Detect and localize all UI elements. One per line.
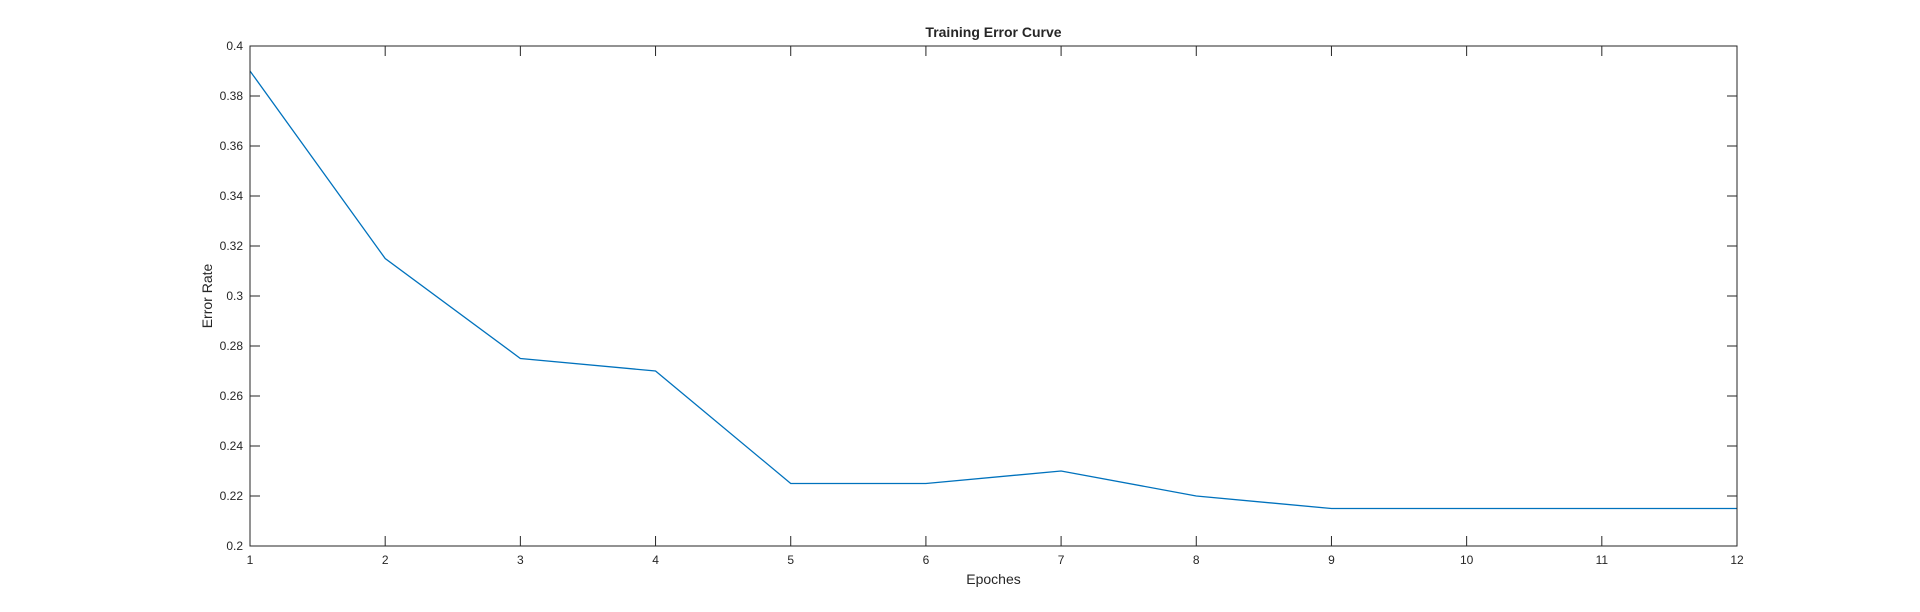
plot-area (250, 46, 1737, 546)
axes-frame (249, 45, 1738, 547)
y-axis-label: Error Rate (199, 264, 215, 329)
y-tick-label: 0.3 (226, 289, 243, 303)
y-tick-label: 0.26 (220, 389, 244, 403)
x-tick-label: 5 (787, 553, 794, 567)
x-tick-label: 10 (1460, 553, 1474, 567)
x-tick-label: 2 (382, 553, 389, 567)
y-tick-label: 0.34 (220, 189, 244, 203)
x-tick-label: 7 (1058, 553, 1065, 567)
data-series (249, 70, 1737, 510)
y-tick-label: 0.4 (226, 39, 243, 53)
x-tick-label: 12 (1730, 553, 1744, 567)
x-axis-label: Epoches (966, 571, 1020, 587)
x-tick-label: 3 (517, 553, 524, 567)
x-tick-label: 1 (247, 553, 254, 567)
y-tick-label: 0.32 (220, 239, 244, 253)
series-line (249, 70, 1737, 510)
x-tick-label: 6 (923, 553, 930, 567)
y-tick-label: 0.36 (220, 139, 244, 153)
y-tick-label: 0.38 (220, 89, 244, 103)
x-tick-label: 4 (652, 553, 659, 567)
y-tick-label: 0.2 (226, 539, 243, 553)
y-tick-label: 0.22 (220, 489, 244, 503)
x-tick-label: 9 (1328, 553, 1335, 567)
x-tick-label: 8 (1193, 553, 1200, 567)
tick-labels: 1 2 3 4 5 6 7 8 9 10 11 120.20.220.240.260.280.30.3… (220, 39, 1744, 567)
x-tick-label: 11 (1596, 553, 1609, 567)
chart-title: Training Error Curve (925, 24, 1061, 40)
y-tick-label: 0.24 (220, 439, 244, 453)
axis-ticks (249, 45, 1738, 547)
y-tick-label: 0.28 (220, 339, 244, 353)
